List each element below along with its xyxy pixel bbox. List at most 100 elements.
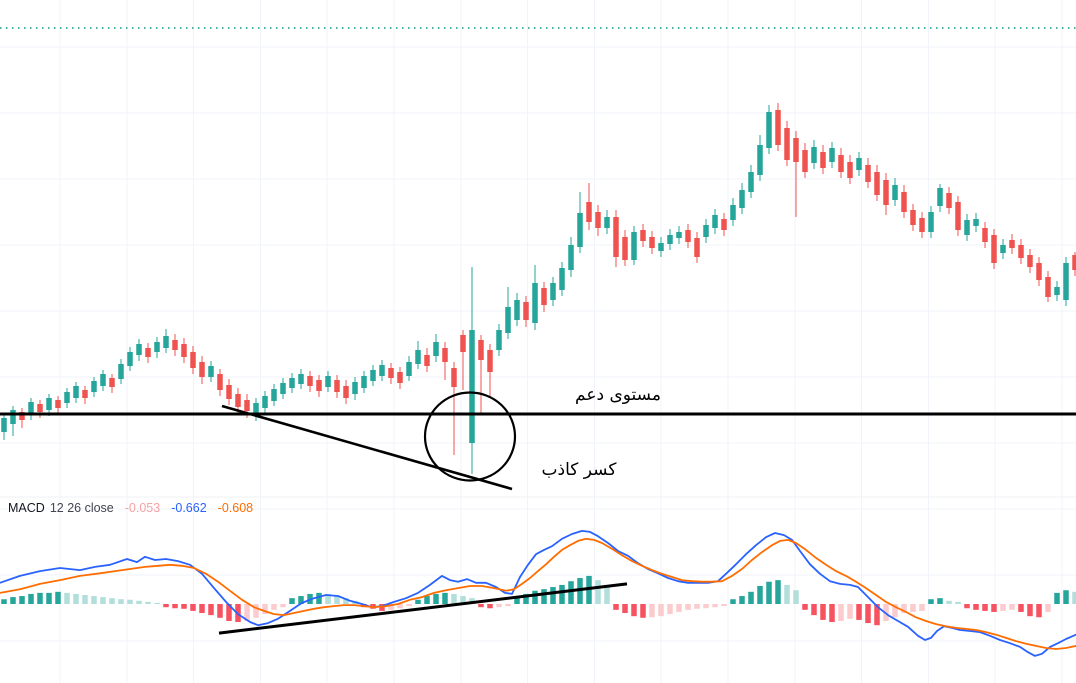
price-trendline[interactable] [221, 404, 513, 491]
macd-histogram-bar [802, 604, 808, 610]
macd-histogram-bar [910, 604, 916, 612]
candle-body [748, 172, 754, 192]
macd-histogram-bar [685, 604, 691, 610]
candle-body [280, 383, 286, 394]
macd-histogram-bar [280, 604, 286, 608]
candle-body [505, 307, 511, 333]
macd-histogram-bar [190, 604, 196, 611]
candle-body [406, 362, 412, 376]
candle-body [307, 376, 313, 386]
macd-histogram-bar [253, 604, 259, 618]
candle-body [460, 335, 466, 352]
candle-body [28, 402, 34, 414]
macd-histogram-bar [379, 604, 385, 611]
candle-body [550, 283, 556, 300]
macd-histogram-bar [10, 597, 16, 604]
candle-body [901, 192, 907, 212]
false-break-circle[interactable] [423, 391, 517, 482]
macd-histogram-bar [46, 592, 52, 604]
candle-body [613, 217, 619, 257]
macd-histogram-bar [1072, 591, 1076, 604]
candle-body [433, 342, 439, 356]
candle-body [541, 288, 547, 305]
candle-body [667, 235, 673, 244]
macd-histogram-bar [163, 604, 169, 608]
candle-body [865, 165, 871, 182]
candle-body [343, 386, 349, 398]
macd-histogram-bar [316, 592, 322, 604]
candle-body [820, 152, 826, 168]
candle-body [649, 237, 655, 248]
candle-body [721, 219, 727, 230]
macd-histogram-bar [784, 584, 790, 604]
candle-body [352, 382, 358, 394]
candle-body [478, 340, 484, 360]
candle-body [487, 350, 493, 372]
candle-body [298, 374, 304, 384]
false-break-label[interactable]: كسر كاذب [541, 460, 617, 480]
macd-histogram-bar [505, 604, 511, 607]
candle-body [757, 145, 763, 175]
macd-histogram-bar [874, 604, 880, 626]
macd-histogram-bar [928, 599, 934, 604]
macd-histogram-bar [811, 604, 817, 616]
candle-body [802, 150, 808, 172]
macd-histogram-bar [613, 604, 619, 610]
macd-histogram-bar [595, 580, 601, 604]
macd-histogram-bar [721, 604, 727, 607]
candle-body [847, 162, 853, 178]
indicator-title: MACD [8, 501, 45, 515]
macd-histogram-bar [55, 591, 61, 604]
macd-histogram-bar [676, 604, 682, 612]
macd-histogram-bar [604, 584, 610, 604]
macd-line [0, 530, 1076, 657]
macd-histogram-bar [775, 580, 781, 604]
indicator-readout[interactable]: MACD 12 26 close -0.053 -0.662 -0.608 [8, 501, 253, 515]
macd-histogram-bar [82, 594, 88, 604]
macd-trendline[interactable] [218, 582, 628, 635]
candle-body [55, 400, 61, 408]
macd-histogram-bar [1018, 604, 1024, 612]
macd-histogram-bar [793, 590, 799, 604]
candle-body [928, 212, 934, 232]
macd-histogram-bar [568, 581, 574, 604]
candle-body [424, 355, 430, 366]
macd-histogram-bar [91, 596, 97, 604]
macd-histogram-bar [19, 596, 25, 604]
macd-histogram-bar [424, 596, 430, 604]
macd-histogram-bar [820, 604, 826, 620]
macd-histogram-bar [712, 604, 718, 608]
candle-body [91, 381, 97, 392]
candle-body [370, 370, 376, 381]
candle-body [118, 364, 124, 379]
macd-signal-line [0, 537, 1076, 650]
macd-histogram-bar [325, 593, 331, 604]
macd-histogram-bar [109, 598, 115, 604]
macd-histogram-bar [1036, 604, 1042, 618]
macd-histogram-bar [28, 593, 34, 604]
macd-histogram-bar [856, 604, 862, 620]
candle-body [226, 385, 232, 399]
candle-body [982, 228, 988, 242]
support-level-label[interactable]: مستوى دعم [575, 385, 661, 405]
candle-body [784, 128, 790, 160]
candle-body [172, 340, 178, 350]
indicator-params: 12 26 close [49, 501, 114, 515]
candle-body [163, 336, 169, 348]
macd-histogram-bar [478, 604, 484, 608]
macd-histogram-bar [514, 598, 520, 604]
candle-body [109, 378, 115, 387]
macd-histogram-bar [946, 600, 952, 604]
candle-body [1009, 240, 1015, 248]
macd-histogram-bar [964, 604, 970, 609]
candle-body [685, 230, 691, 242]
macd-histogram-bar [991, 604, 997, 612]
macd-histogram-bar [154, 602, 160, 604]
candle-body [532, 283, 538, 323]
macd-histogram-bar [37, 592, 43, 604]
macd-histogram-bar [442, 592, 448, 604]
candle-body [289, 378, 295, 388]
macd-histogram-bar [289, 598, 295, 604]
macd-histogram-bar [739, 596, 745, 604]
